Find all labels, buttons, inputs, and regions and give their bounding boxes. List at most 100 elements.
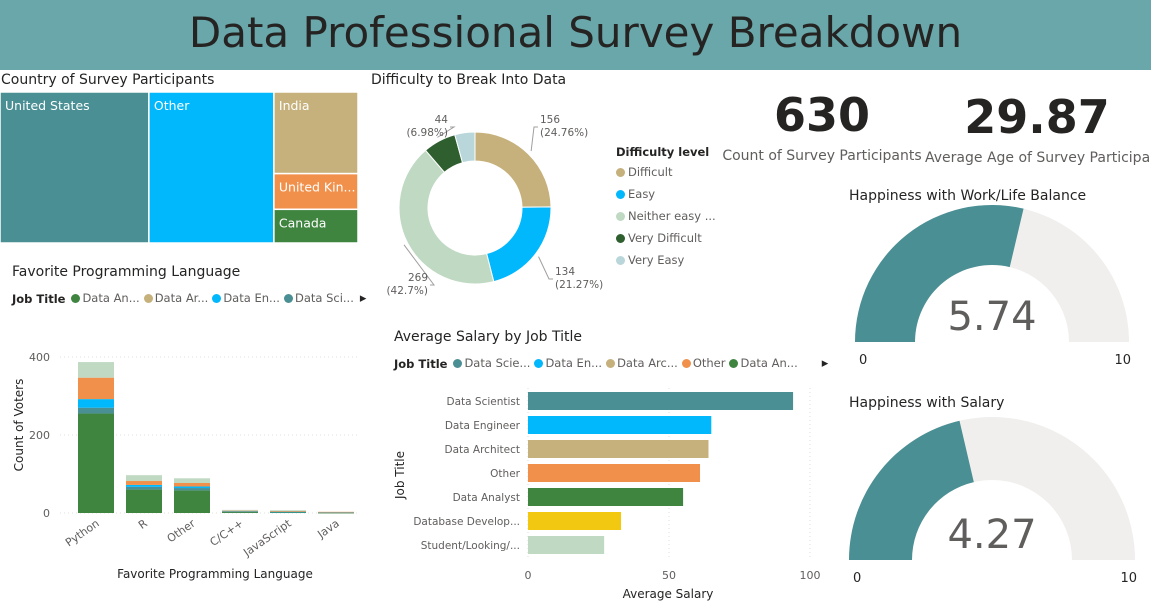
programming-language-stacked-chart[interactable]: 0 200 400 Python R Other C/C++JavaScript Java Fa… <box>0 320 370 590</box>
donut-slice-difficult[interactable] <box>474 131 552 208</box>
treemap-tile-india[interactable]: India <box>273 91 359 175</box>
header-banner: Data Professional Survey Breakdown <box>0 0 1151 70</box>
salary-legend-item[interactable]: Data An... <box>729 356 798 370</box>
treemap-tile-label: Other <box>154 98 190 113</box>
y-category-label: Data Analyst <box>453 492 520 504</box>
bar-segment-other-data-analyst[interactable] <box>174 490 210 513</box>
legend-dot <box>729 358 739 368</box>
legend-dot <box>616 255 625 265</box>
salary-gauge[interactable]: 4.27 0 10 <box>835 412 1151 587</box>
bar-segment-r-student-looking-other[interactable] <box>126 475 162 482</box>
treemap-tile-canada[interactable]: Canada <box>273 208 359 244</box>
salary-legend-item[interactable]: Data Scie... <box>453 356 530 370</box>
worklife-gauge[interactable]: 5.74 0 10 <box>840 204 1151 375</box>
stacked-legend-item[interactable]: Data Sci... <box>283 291 354 305</box>
worklife-gauge-title: Happiness with Work/Life Balance <box>849 188 1087 204</box>
x-tick-label: 50 <box>662 569 676 582</box>
legend-dot <box>616 167 625 177</box>
treemap-tile-united-kin[interactable]: United Kin... <box>273 172 359 211</box>
donut-legend-item[interactable]: Very Easy <box>616 253 716 267</box>
salary-legend-next-arrow[interactable]: ▸ <box>821 356 829 371</box>
salary-legend-title: Job Title <box>394 356 448 371</box>
donut-data-label-percent: (6.98%) <box>406 127 448 139</box>
salary-bar-database-develop[interactable] <box>528 512 622 530</box>
treemap-tile-rect <box>273 91 359 175</box>
treemap-tile-label: United States <box>5 98 90 113</box>
donut-leader-line <box>530 126 538 152</box>
age-kpi-value: 29.87 <box>964 90 1110 144</box>
legend-label: Data Ar... <box>154 291 209 306</box>
participants-kpi-label: Count of Survey Participants <box>722 148 922 164</box>
bar-segment-python-student-looking-other[interactable] <box>78 362 114 378</box>
x-tick-label: C/C++ <box>208 517 246 549</box>
y-category-label: Other <box>490 468 520 480</box>
legend-dot <box>71 293 81 303</box>
salary-bar-data-scientist[interactable] <box>528 392 794 410</box>
salary-bar-data-analyst[interactable] <box>528 488 684 506</box>
stacked-legend-item[interactable]: Data An... <box>71 291 140 305</box>
difficulty-donut-chart[interactable]: 156(24.76%) 134(21.27%) 269(42.7%) 44(6.98%… <box>380 95 610 305</box>
salary-chart-title: Average Salary by Job Title <box>394 329 583 345</box>
x-axis-title: Favorite Programming Language <box>117 567 313 581</box>
treemap-tile-rect <box>0 91 150 244</box>
donut-data-label-value: 44 <box>435 114 449 126</box>
bar-segment-r-data-analyst[interactable] <box>126 489 162 513</box>
bar-segment-python-other[interactable] <box>78 377 114 400</box>
bar-segment-other-data-scientist[interactable] <box>174 488 210 491</box>
age-kpi-label: Average Age of Survey Participant <box>925 150 1151 166</box>
x-tick-label: 0 <box>525 569 532 582</box>
salary-bar-data-architect[interactable] <box>528 440 709 458</box>
legend-label: Easy <box>628 187 656 201</box>
donut-legend-item[interactable]: Very Difficult <box>616 231 716 245</box>
donut-legend-item[interactable]: Difficult <box>616 165 716 179</box>
donut-legend-item[interactable]: Easy <box>616 187 716 201</box>
y-tick-label: 400 <box>29 351 50 364</box>
salary-bar-student-looking[interactable] <box>528 536 605 554</box>
bar-segment-c-c-other[interactable] <box>222 510 258 512</box>
y-tick-label: 200 <box>29 429 50 442</box>
donut-slice-easy[interactable] <box>485 206 552 283</box>
country-treemap[interactable]: United States Other India United Kin... Cana… <box>0 91 360 244</box>
gauge-max-label: 10 <box>1114 353 1131 368</box>
treemap-title: Country of Survey Participants <box>1 72 215 88</box>
bar-segment-c-c-data-analyst[interactable] <box>222 511 258 513</box>
bar-segment-r-data-engineer[interactable] <box>126 484 162 487</box>
bar-segment-javascript-student-looking-other[interactable] <box>270 510 306 512</box>
y-axis-title: Job Title <box>393 451 407 500</box>
donut-data-label-percent: (24.76%) <box>540 127 588 139</box>
treemap-tile-united-states[interactable]: United States <box>0 91 150 244</box>
bar-segment-other-data-engineer[interactable] <box>174 486 210 489</box>
donut-data-label-value: 269 <box>408 272 428 284</box>
donut-data-label-value: 134 <box>555 266 575 278</box>
treemap-tile-other[interactable]: Other <box>148 91 275 244</box>
bar-segment-r-data-scientist[interactable] <box>126 486 162 490</box>
bar-segment-python-data-engineer[interactable] <box>78 399 114 408</box>
bar-segment-javascript-other[interactable] <box>270 511 306 512</box>
x-tick-label: R <box>136 517 150 532</box>
donut-slice-very-easy[interactable] <box>454 131 476 164</box>
bar-segment-python-data-scientist[interactable] <box>78 407 114 414</box>
bar-segment-other-other[interactable] <box>174 482 210 487</box>
salary-legend-item[interactable]: Data Arc... <box>606 356 678 370</box>
bar-segment-c-c-student-looking-other[interactable] <box>222 509 258 511</box>
salary-legend-item[interactable]: Data En... <box>534 356 602 370</box>
treemap-tile-rect <box>273 208 359 244</box>
salary-bar-chart[interactable]: 0 50 100 Data Scientist Data Engineer Data Ar… <box>380 380 830 602</box>
stacked-legend-item[interactable]: Data Ar... <box>143 291 209 306</box>
donut-legend-item[interactable]: Neither easy ... <box>616 209 716 223</box>
salary-legend-item[interactable]: Other <box>681 356 725 370</box>
salary-bar-other[interactable] <box>528 464 701 482</box>
bar-segment-r-other[interactable] <box>126 481 162 485</box>
treemap-tile-rect <box>273 172 359 211</box>
bar-segment-python-data-analyst[interactable] <box>78 413 114 513</box>
gauge-max-label: 10 <box>1120 571 1137 586</box>
salary-bar-data-engineer[interactable] <box>528 416 712 434</box>
stacked-legend-item[interactable]: Data En... <box>212 291 280 305</box>
legend-label: Data Scie... <box>464 356 531 371</box>
stacked-legend-next-arrow[interactable]: ▸ <box>359 291 367 306</box>
bar-segment-other-student-looking-other[interactable] <box>174 478 210 483</box>
bar-segment-java-other[interactable] <box>318 511 354 513</box>
gauge-min-label: 0 <box>853 571 861 586</box>
donut-slice-neither-easy-nor-difficult[interactable] <box>398 149 495 285</box>
legend-label: Very Difficult <box>628 231 702 245</box>
